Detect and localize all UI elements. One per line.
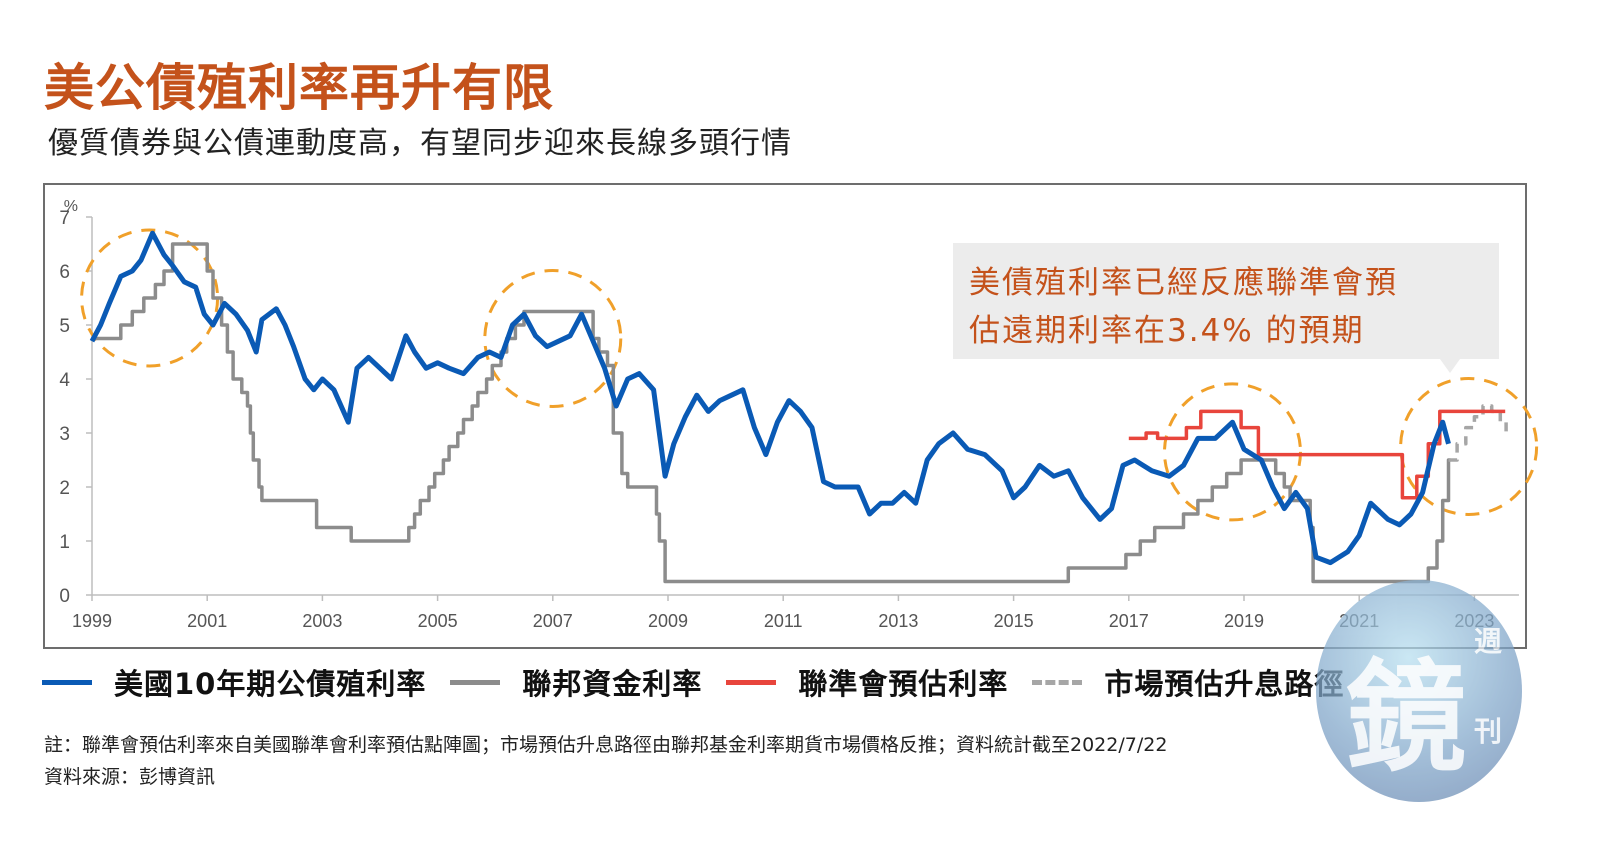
source-note: 資料來源：彭博資訊	[44, 766, 216, 788]
chart-subtitle: 優質債券與公債連動度高，有望同步迎來長線多頭行情	[48, 126, 792, 161]
x-tick-label: 2013	[878, 611, 918, 631]
y-tick-label: 3	[59, 424, 70, 445]
y-tick-label: 2	[59, 478, 70, 499]
y-tick-label: 5	[59, 316, 70, 337]
watermark-glyph: 鏡	[1346, 649, 1466, 788]
x-tick-label: 2003	[302, 611, 342, 631]
legend-label: 美國10年期公債殖利率	[114, 667, 427, 701]
y-tick-label: 4	[59, 370, 70, 391]
series-0-line	[89, 230, 1451, 566]
legend-item-fed-funds: 聯邦資金利率	[450, 661, 702, 703]
callout-line-1: 美債殖利率已經反應聯準會預	[969, 265, 1398, 301]
watermark-side-bottom: 刊	[1473, 715, 1502, 748]
footnote: 註：聯準會預估利率來自美國聯準會利率預估點陣圖；市場預估升息路徑由聯邦基金利率期…	[44, 734, 1168, 756]
x-tick-label: 2007	[533, 611, 573, 631]
legend-item-market-path: 市場預估升息路徑	[1032, 661, 1344, 703]
legend-swatch-dashed-line-icon	[1032, 679, 1083, 685]
axes: 0 1 2 3 4 5 6 7% 1999 2001 2003 2005 2007 2009 2011 201…	[59, 198, 1519, 631]
callout-line-2: 估遠期利率在3.4% 的預期	[969, 313, 1365, 349]
legend-label: 聯邦資金利率	[522, 667, 703, 701]
y-axis-unit: %	[64, 198, 78, 215]
x-tick-label: 1999	[72, 611, 112, 631]
legend-label: 聯準會預估利率	[798, 667, 1009, 701]
chart-frame	[43, 183, 1527, 649]
x-tick-label: 2011	[764, 611, 803, 631]
chart-title: 美公債殖利率再升有限	[44, 59, 554, 117]
highlight-dashed-circle	[1162, 382, 1302, 522]
legend-swatch-blue-line-icon	[42, 679, 92, 685]
legend-item-10y-yield: 美國10年期公債殖利率	[42, 661, 426, 703]
legend-item-fed-projection: 聯準會預估利率	[726, 661, 1008, 703]
callout-box: 美債殖利率已經反應聯準會預 估遠期利率在3.4% 的預期	[953, 243, 1499, 359]
series-2-line	[1128, 409, 1506, 500]
legend: 美國10年期公債殖利率 聯邦資金利率 聯準會預估利率 市場預估升息路徑	[42, 660, 1368, 704]
y-tick-label: 0	[59, 586, 70, 607]
watermark-logo: 鏡 週 刊	[1316, 580, 1522, 802]
series-lines	[89, 230, 1509, 584]
x-tick-label: 2005	[418, 611, 458, 631]
x-tick-label: 2009	[648, 611, 688, 631]
series-1-line	[92, 242, 1451, 584]
highlight-dashed-circle	[1399, 377, 1539, 516]
y-tick-label: 1	[59, 532, 70, 553]
legend-swatch-red-line-icon	[726, 679, 777, 685]
x-tick-label: 2017	[1109, 611, 1149, 631]
y-tick-label: 6	[59, 262, 70, 283]
y-tick-label: 7	[59, 208, 70, 229]
highlight-dashed-circle	[483, 269, 623, 408]
callout-pointer	[1440, 359, 1460, 373]
x-tick-label: 2019	[1224, 611, 1264, 631]
legend-label: 市場預估升息路徑	[1104, 667, 1345, 701]
watermark-side-top: 週	[1473, 625, 1502, 658]
legend-swatch-gray-line-icon	[450, 679, 501, 685]
series-3-line	[1448, 404, 1509, 462]
x-tick-label: 2001	[187, 611, 227, 631]
x-tick-label: 2015	[994, 611, 1034, 631]
